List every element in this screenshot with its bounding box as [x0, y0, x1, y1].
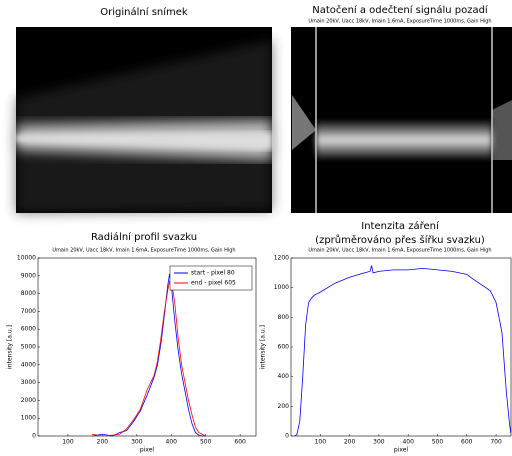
y-tick-label: 0 — [32, 433, 36, 440]
x-axis-label: pixel — [394, 447, 409, 454]
y-tick-label: 0 — [285, 433, 289, 440]
image-title: Originální snímek — [100, 6, 188, 18]
x-tick-label: 200 — [97, 439, 109, 446]
y-tick-label: 800 — [278, 314, 290, 321]
chart-title: Radiální profil svazku — [91, 231, 197, 243]
x-tick-label: 500 — [200, 439, 212, 446]
y-tick-label: 8000 — [21, 290, 36, 297]
y-tick-label: 4000 — [21, 361, 36, 368]
y-tick-label: 6000 — [21, 326, 36, 333]
x-tick-label: 400 — [166, 439, 178, 446]
plot-area — [290, 257, 512, 437]
legend-box — [169, 265, 253, 291]
x-tick-label: 200 — [344, 439, 356, 446]
chart-subtitle: Umain 20kV, Uacc 18kV, Imain 1.6mA, Expo… — [308, 248, 491, 254]
x-tick-label: 600 — [461, 439, 473, 446]
chart-title: (zprůměrováno přes šířku svazku) — [315, 234, 485, 246]
y-tick-label: 1000 — [21, 415, 36, 422]
y-tick-label: 7000 — [21, 308, 36, 315]
y-tick-label: 600 — [278, 344, 290, 351]
legend-label: start - pixel 80 — [191, 270, 235, 277]
y-tick-label: 5000 — [21, 344, 36, 351]
x-tick-label: 400 — [402, 439, 414, 446]
chart-title: Intenzita záření — [361, 220, 440, 232]
x-tick-label: 300 — [373, 439, 385, 446]
y-tick-label: 1000 — [274, 284, 289, 291]
y-tick-label: 3000 — [21, 379, 36, 386]
x-tick-label: 100 — [62, 439, 74, 446]
image-subtitle: Umain 20kV, Uacc 18kV, Imain 1.6mA, Expo… — [308, 19, 491, 25]
x-axis-label: pixel — [140, 447, 155, 454]
x-tick-label: 600 — [234, 439, 246, 446]
y-tick-label: 2000 — [21, 397, 36, 404]
y-axis-label: intensity [a.u.] — [7, 325, 14, 369]
x-tick-label: 700 — [490, 439, 502, 446]
image-title: Natočení a odečtení signálu pozadí — [312, 4, 489, 16]
y-tick-label: 10000 — [17, 255, 36, 262]
y-tick-label: 400 — [278, 373, 290, 380]
y-axis-label: intensity [a.u.] — [260, 325, 267, 369]
x-tick-label: 500 — [432, 439, 444, 446]
series-line — [92, 273, 206, 437]
series-line — [294, 265, 512, 437]
raw-image — [16, 27, 272, 213]
series-line — [92, 278, 206, 437]
y-tick-label: 9000 — [21, 272, 36, 279]
processed-image — [291, 27, 512, 213]
y-tick-label: 1200 — [274, 255, 289, 262]
x-tick-label: 300 — [131, 439, 143, 446]
x-tick-label: 100 — [315, 439, 327, 446]
legend-label: end - pixel 605 — [191, 280, 236, 287]
y-tick-label: 200 — [278, 403, 290, 410]
chart-subtitle: Umain 20kV, Uacc 18kV, Imain 1.6mA, Expo… — [52, 248, 235, 254]
